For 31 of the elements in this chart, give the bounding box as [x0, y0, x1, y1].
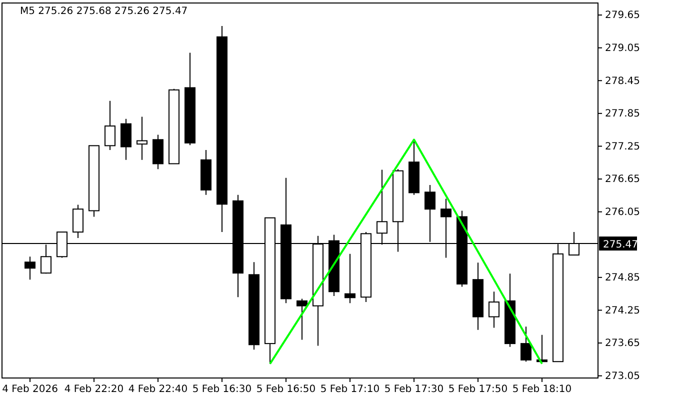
candlestick: [104, 100, 116, 151]
candlestick: [136, 116, 148, 160]
x-tick-label: 5 Feb 17:10: [320, 384, 380, 396]
x-tick-label: 5 Feb 16:50: [256, 384, 316, 396]
y-tick-label: 273.05: [605, 371, 640, 382]
x-tick-label: 4 Feb 2026: [2, 384, 58, 396]
y-tick-label: 278.45: [605, 76, 640, 87]
candlestick: [72, 204, 84, 239]
candlestick: [344, 253, 356, 304]
x-tick-label: 5 Feb 17:50: [448, 384, 508, 396]
chart-title: M5 275.26 275.68 275.26 275.47: [20, 6, 188, 17]
y-tick-label: 277.85: [605, 108, 640, 120]
candlestick: [120, 118, 132, 160]
y-tick-label: 277.25: [605, 141, 640, 152]
x-tick-label: 5 Feb 18:10: [512, 384, 572, 396]
x-tick-label: 4 Feb 22:40: [128, 384, 188, 396]
y-tick-label: 274.85: [605, 272, 640, 284]
y-tick-label: 279.05: [605, 43, 640, 54]
y-tick-label: 276.05: [605, 207, 640, 218]
candlestick: [296, 298, 308, 340]
x-tick-label: 4 Feb 22:20: [64, 384, 124, 396]
candlestick: [24, 256, 36, 280]
candlestick: [488, 291, 500, 328]
x-tick-label: 5 Feb 16:30: [192, 384, 252, 396]
candlestick: [520, 326, 532, 362]
x-tick-label: 5 Feb 17:30: [384, 384, 444, 396]
y-tick-label: 273.65: [605, 338, 640, 350]
ref-line-label: 275.47: [603, 240, 638, 251]
y-tick-label: 274.25: [605, 305, 640, 316]
y-tick-label: 279.65: [605, 10, 640, 22]
y-tick-label: 276.65: [605, 174, 640, 186]
